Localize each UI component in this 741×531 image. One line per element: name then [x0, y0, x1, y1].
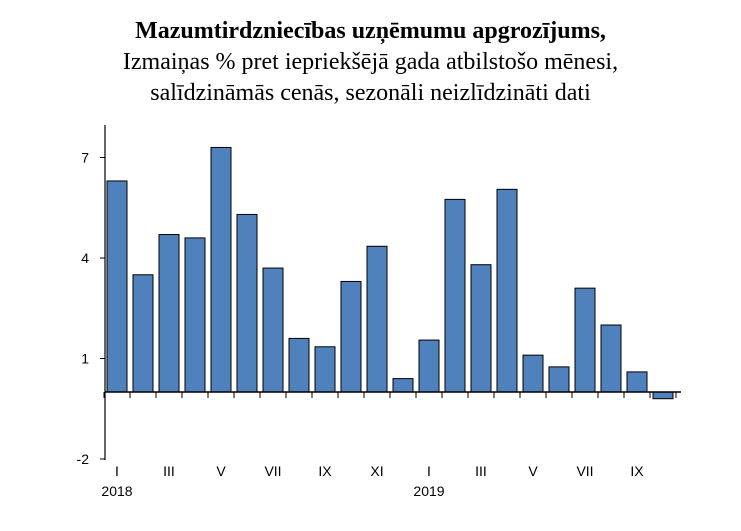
bar-5 [210, 146, 232, 393]
x-tick-label: V [528, 463, 538, 479]
x-tick-label: XI [370, 463, 383, 479]
bar-8 [288, 337, 310, 393]
x-tick-label: IX [318, 463, 332, 479]
year-label: 2019 [413, 483, 444, 499]
bar-2 [132, 274, 154, 393]
chart-subtitle-1: Izmaiņas % pret iepriekšējā gada atbilst… [122, 49, 619, 75]
bar-6 [236, 213, 258, 393]
x-tick-label: IX [630, 463, 644, 479]
chart-subtitle-2: salīdzināmās cenās, sezonāli neizlīdzinā… [150, 80, 591, 106]
y-tick-label: 7 [81, 150, 89, 166]
x-tick-label: III [163, 463, 175, 479]
bar-17 [522, 354, 544, 393]
chart-title: Mazumtirdzniecības uzņēmumu apgrozījums, [135, 18, 606, 44]
bar-14 [444, 198, 466, 393]
bar-16 [496, 188, 518, 393]
y-tick-label: 4 [81, 250, 89, 266]
x-tick-label: VII [576, 463, 593, 479]
x-tick-label: VII [264, 463, 281, 479]
x-tick-label: I [115, 463, 119, 479]
bar-21 [626, 371, 648, 393]
bar-9 [314, 346, 336, 393]
y-tick-label: -2 [77, 451, 90, 467]
bar-13 [418, 339, 440, 393]
bar-3 [158, 234, 180, 393]
bar-7 [262, 267, 284, 393]
y-tick-label: 1 [81, 351, 89, 367]
x-tick-label: I [427, 463, 431, 479]
bar-22 [652, 391, 674, 400]
year-label: 2018 [101, 483, 132, 499]
bar-20 [600, 324, 622, 393]
chart-title-block: Mazumtirdzniecības uzņēmumu apgrozījums,… [0, 16, 741, 109]
x-tick-label: V [216, 463, 226, 479]
bar-18 [548, 366, 570, 393]
bar-4 [184, 237, 206, 393]
x-tick-label: III [475, 463, 487, 479]
bar-12 [392, 378, 414, 393]
bar-19 [574, 287, 596, 393]
bar-11 [366, 245, 388, 393]
bar-10 [340, 280, 362, 393]
bar-1 [106, 180, 128, 393]
bar-15 [470, 264, 492, 393]
